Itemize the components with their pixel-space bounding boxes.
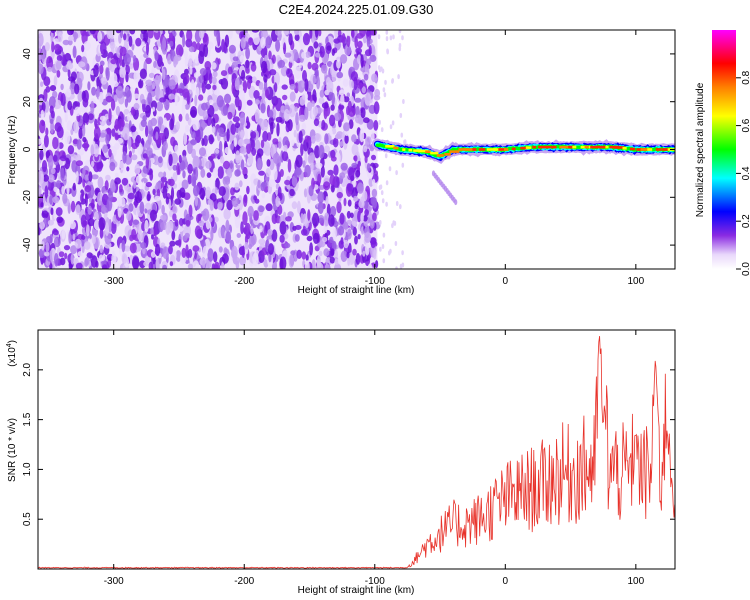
colorbar-gradient — [712, 30, 736, 269]
snr-xtick-label: -200 — [234, 576, 254, 587]
snr-multiplier-base: (x10 — [7, 347, 18, 367]
spectrogram-ylabel: Frequency (Hz) — [7, 116, 18, 185]
colorbar-tick-label: 0.0 — [741, 262, 750, 276]
snr-xtick-label: 0 — [503, 576, 509, 587]
snr-frame — [37, 329, 676, 570]
snr-ytick-label: 2.0 — [22, 362, 33, 376]
spectrogram-image — [38, 30, 675, 269]
spectrogram-ytick-label: -20 — [22, 190, 33, 205]
snr-multiplier-exp: 4 — [6, 343, 13, 347]
snr-multiplier: (x104) — [6, 340, 18, 367]
snr-xlabel: Height of straight line (km) — [298, 585, 415, 596]
svg-text:(x104): (x104) — [6, 340, 18, 367]
spectrogram-xlabel: Height of straight line (km) — [298, 285, 415, 296]
spectrogram-xtick-label: -200 — [234, 276, 254, 287]
spectrogram-xtick-label: 0 — [503, 276, 509, 287]
spectrogram-ytick-label: 0 — [22, 146, 33, 152]
spectrogram-xtick-label: 100 — [627, 276, 644, 287]
snr-multiplier-close: ) — [7, 340, 18, 343]
spectrogram-xtick-label: -100 — [365, 276, 385, 287]
snr-xtick-label: -100 — [365, 576, 385, 587]
colorbar-label: Normalized spectral amplitude — [695, 82, 706, 217]
snr-ytick-label: 0.5 — [22, 512, 33, 526]
colorbar-tick-label: 0.8 — [741, 70, 750, 84]
snr-ylabel: SNR (10 * v/v) — [7, 418, 18, 482]
colorbar-tick-label: 0.4 — [741, 166, 750, 180]
spectrogram-ytick-label: -40 — [22, 237, 33, 252]
spectrogram-ytick-label: 20 — [22, 96, 33, 108]
snr-series-line — [38, 335, 675, 569]
snr-ytick-label: 1.5 — [22, 412, 33, 426]
colorbar-tick-label: 0.2 — [741, 214, 750, 228]
snr-ytick-label: 1.0 — [22, 462, 33, 476]
snr-xtick-label: 100 — [627, 576, 644, 587]
colorbar-tick-label: 0.6 — [741, 118, 750, 132]
snr-xtick-label: -300 — [104, 576, 124, 587]
spectrogram-ytick-label: 40 — [22, 48, 33, 60]
snr-ticks: -300 -200 -100 0 100 0.5 1.0 1.5 2.0 — [22, 330, 675, 587]
spectrogram-xtick-label: -300 — [104, 276, 124, 287]
snr-panel: -300 -200 -100 0 100 0.5 1.0 1.5 2.0 Height of s… — [6, 329, 676, 596]
colorbar-ticks: 0.0 0.2 0.4 0.6 0.8 — [736, 70, 750, 276]
figure-title: C2E4.2024.225.01.09.G30 — [279, 2, 434, 17]
colorbar: 0.0 0.2 0.4 0.6 0.8 Normalized spectral ampl… — [695, 30, 750, 276]
